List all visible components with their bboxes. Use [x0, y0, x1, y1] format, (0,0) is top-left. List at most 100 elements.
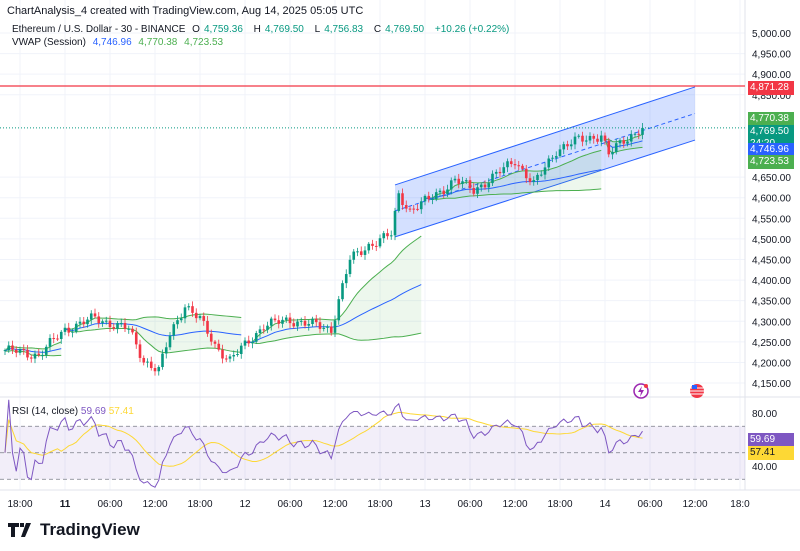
candle-body — [506, 161, 509, 168]
candle-body — [14, 349, 18, 353]
candle-body — [629, 134, 633, 142]
price-axis-label: 4,450.00 — [752, 255, 791, 266]
candle-body — [296, 321, 299, 327]
candle-body — [251, 341, 254, 344]
vwap-upper-price-label: 4,770.38 — [748, 112, 794, 126]
candle-body — [168, 335, 172, 348]
ohlc-low: L 4,756.83 — [315, 24, 368, 35]
rsi-name[interactable]: RSI (14, close) — [12, 406, 79, 417]
candle-body — [524, 168, 528, 179]
candle-body — [547, 158, 551, 168]
candle-body — [131, 328, 134, 333]
candle-body — [179, 318, 183, 321]
candle-body — [401, 193, 404, 206]
candle-body — [382, 233, 386, 239]
candle-body — [412, 208, 416, 210]
candle-body — [569, 144, 573, 147]
vwap-lower-band — [64, 327, 242, 354]
candle-body — [59, 331, 63, 339]
candle-body — [596, 138, 599, 142]
price-axis-label: 4,500.00 — [752, 235, 791, 246]
candle-body — [363, 250, 367, 255]
candle-body — [288, 317, 292, 324]
low-value: 4,756.83 — [324, 24, 364, 35]
candle-body — [78, 321, 82, 324]
vwap-name[interactable]: VWAP (Session) — [12, 37, 86, 48]
time-axis-label: 18:00 — [547, 499, 572, 510]
candle-body — [7, 345, 11, 351]
candle-body — [89, 313, 93, 320]
rsi-ma-price-label: 57.41 — [748, 446, 794, 460]
time-axis-label: 06:00 — [637, 499, 662, 510]
candle-body — [333, 320, 337, 333]
candle-body — [468, 180, 472, 189]
time-axis-label: 06:00 — [97, 499, 122, 510]
tradingview-logo-icon — [8, 523, 31, 537]
candle-body — [142, 357, 146, 363]
vwap-line — [4, 348, 62, 353]
candle-body — [322, 327, 326, 329]
candle-body — [614, 143, 618, 152]
vwap-line — [64, 322, 242, 337]
candle-body — [262, 329, 266, 331]
candle-body — [104, 320, 108, 322]
candle-body — [311, 318, 314, 325]
candle-body — [213, 341, 217, 344]
candle-body — [176, 320, 179, 325]
tradingview-logo[interactable]: TradingView — [8, 520, 140, 540]
symbol-name[interactable]: Ethereum / U.S. Dollar - 30 - BINANCE — [12, 24, 186, 35]
lightning-icon-bolt — [638, 386, 644, 397]
candle-body — [513, 164, 517, 166]
candle-body — [423, 195, 427, 202]
candle-body — [344, 274, 348, 284]
candle-body — [476, 187, 479, 194]
price-axis-label: 4,300.00 — [752, 317, 791, 328]
candle-body — [592, 135, 596, 139]
time-axis-label: 18:00 — [367, 499, 392, 510]
candle-body — [442, 190, 446, 195]
candle-body — [341, 283, 344, 300]
rsi-legend: RSI (14, close) 59.69 57.41 — [12, 406, 134, 417]
candle-body — [566, 144, 569, 147]
candle-body — [584, 140, 588, 142]
candle-body — [232, 355, 236, 357]
candle-body — [356, 251, 359, 253]
ohlc-close: C 4,769.50 — [374, 24, 428, 35]
vwap-band-fill — [245, 236, 422, 344]
candle-body — [498, 171, 502, 174]
candle-body — [427, 195, 431, 200]
candle-body — [63, 327, 67, 332]
candle-body — [119, 322, 123, 324]
candle-body — [386, 233, 389, 237]
candle-body — [127, 328, 131, 330]
brand-name: TradingView — [40, 520, 140, 539]
vwap-upper-band — [4, 341, 62, 352]
candle-body — [517, 165, 521, 167]
candle-body — [41, 354, 44, 356]
candle-body — [348, 259, 352, 275]
candle-body — [18, 349, 22, 353]
candle-body — [337, 299, 341, 321]
candle-body — [573, 136, 577, 145]
time-axis-label: 14 — [599, 499, 611, 510]
candle-body — [153, 368, 157, 372]
candle-body — [269, 318, 273, 326]
candle-body — [224, 358, 228, 360]
candle-body — [191, 306, 194, 313]
candle-body — [44, 346, 48, 355]
vwap-upper-band — [65, 313, 242, 330]
candle-body — [284, 317, 288, 320]
candle-body — [367, 243, 371, 251]
time-axis-label: 12 — [239, 499, 251, 510]
candle-body — [97, 316, 101, 324]
candle-body — [352, 251, 356, 260]
candle-body — [86, 319, 89, 325]
candle-body — [101, 321, 104, 324]
low-label: L — [314, 24, 321, 35]
price-axis-label: 4,550.00 — [752, 214, 791, 225]
vwap-upper-band — [244, 235, 422, 343]
candle-body — [461, 181, 464, 184]
candle-body — [603, 135, 607, 141]
